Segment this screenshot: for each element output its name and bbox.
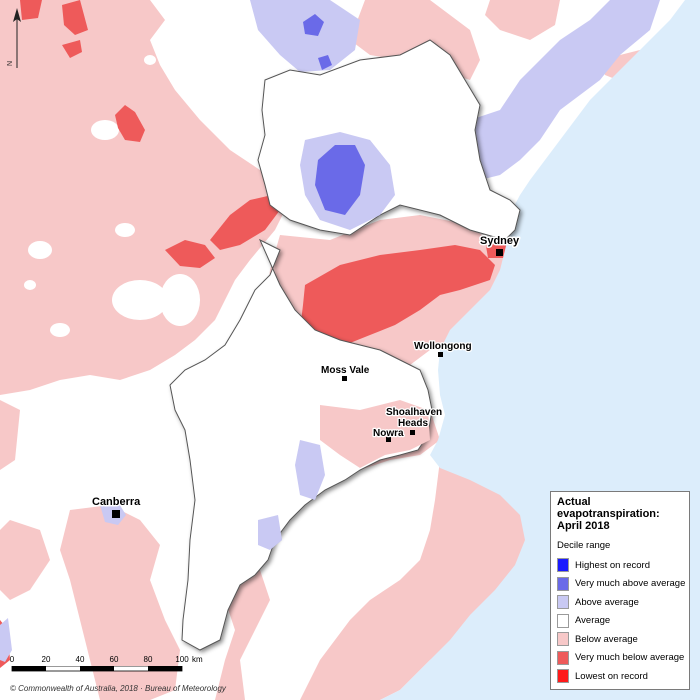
legend-item: Very much below average xyxy=(557,649,685,668)
legend-title-line1: Actual xyxy=(557,496,591,508)
shoalhaven-heads-marker xyxy=(410,430,415,435)
legend-label: Very much above average xyxy=(575,578,686,590)
legend-swatch xyxy=(557,595,569,610)
shoalhaven-label-line1: Shoalhaven xyxy=(386,407,442,418)
moss-vale-label: Moss Vale xyxy=(321,365,370,376)
north-arrow: N xyxy=(7,8,21,68)
place-markers: Sydney Wollongong Moss Vale Shoalhaven H… xyxy=(91,234,522,518)
legend-item: Average xyxy=(557,612,683,631)
legend-swatch xyxy=(557,632,569,647)
copyright-credit: © Commonwealth of Australia, 2018 · Bure… xyxy=(10,684,226,693)
nowra-marker xyxy=(386,437,391,442)
legend-item: Below average xyxy=(557,630,683,649)
scale-tick-label: 80 xyxy=(143,655,153,664)
legend-title-line2: evapotranspiration: xyxy=(557,508,660,520)
legend-title-line3: April 2018 xyxy=(557,520,610,532)
north-label: N xyxy=(7,61,14,66)
average-regions xyxy=(24,55,200,337)
wollongong-marker xyxy=(438,352,443,357)
study-region-boundary xyxy=(169,39,521,651)
moss-vale-marker xyxy=(342,376,347,381)
legend-label: Below average xyxy=(575,633,638,645)
legend: Actual evapotranspiration: April 2018 De… xyxy=(550,491,690,690)
legend-item: Above average xyxy=(557,593,683,612)
scale-tick-label: 40 xyxy=(75,655,85,664)
legend-swatch xyxy=(557,576,569,591)
scale-tick-label: 0 xyxy=(9,655,15,664)
scale-unit-label: km xyxy=(192,655,203,664)
wollongong-label: Wollongong xyxy=(414,341,472,352)
nowra-label: Nowra xyxy=(373,428,404,439)
legend-item: Highest on record xyxy=(557,556,683,575)
legend-label: Above average xyxy=(575,596,639,608)
scale-tick-label: 60 xyxy=(109,655,119,664)
canberra-label: Canberra xyxy=(92,496,141,508)
shoalhaven-label-line2: Heads xyxy=(398,418,428,429)
inner-region-features xyxy=(258,132,430,550)
legend-items: Highest on record Very much above average… xyxy=(557,556,686,686)
legend-swatch xyxy=(557,558,569,573)
scale-bar: 0 20 40 60 80 100 km xyxy=(6,655,206,677)
legend-subtitle: Decile range xyxy=(557,540,611,551)
scale-bar-graphic xyxy=(11,666,183,672)
legend-item: Very much above average xyxy=(557,575,686,594)
canberra-marker xyxy=(112,510,120,518)
legend-swatch xyxy=(557,650,569,665)
legend-swatch xyxy=(557,613,569,628)
legend-swatch xyxy=(557,669,569,684)
sydney-marker xyxy=(496,249,503,256)
sydney-label: Sydney xyxy=(480,235,520,247)
legend-label: Average xyxy=(575,615,611,627)
legend-label: Lowest on record xyxy=(575,670,648,682)
scale-tick-label: 20 xyxy=(41,655,51,664)
scale-tick-label: 100 xyxy=(175,655,189,664)
legend-item: Lowest on record xyxy=(557,667,683,686)
legend-label: Very much below average xyxy=(575,652,685,664)
legend-label: Highest on record xyxy=(575,559,650,571)
legend-title: Actual evapotranspiration: April 2018 xyxy=(557,496,683,532)
